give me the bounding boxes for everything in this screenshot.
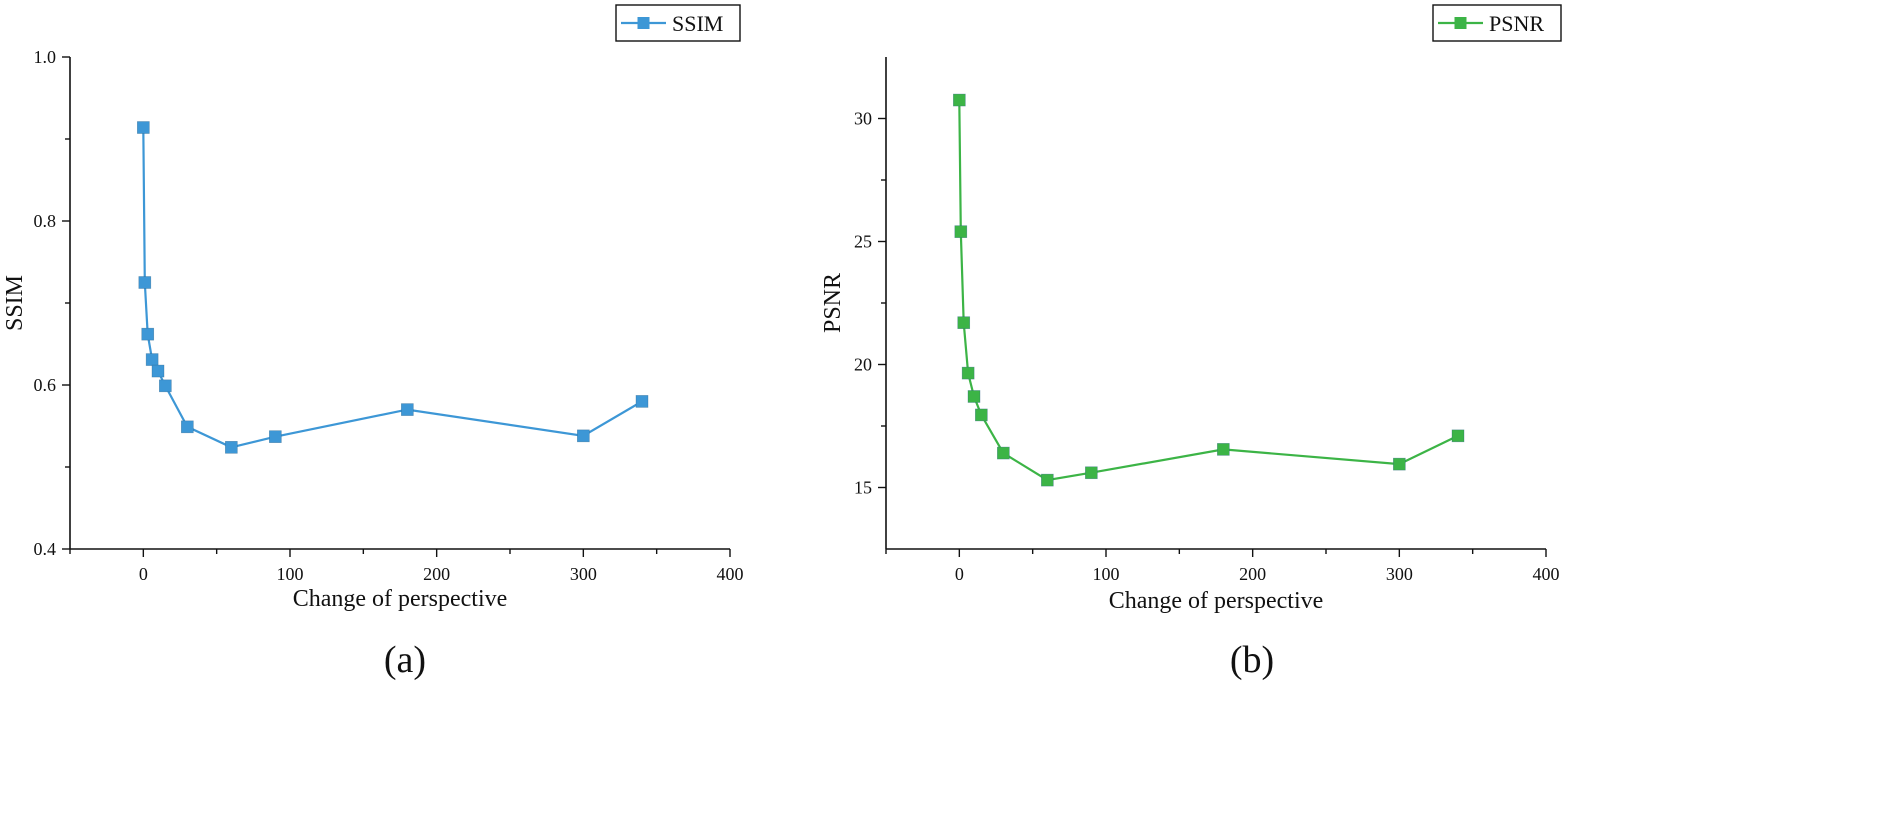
x-axis-title: Change of perspective: [293, 586, 508, 612]
data-point-psnr: [957, 316, 971, 329]
series-line-psnr: [958, 100, 1459, 482]
data-point-ssim: [181, 420, 194, 434]
data-point-psnr: [1217, 443, 1230, 456]
data-point-psnr: [1041, 473, 1054, 487]
data-point-ssim: [159, 379, 172, 393]
x-tick-label: 400: [717, 564, 744, 584]
data-point-ssim: [225, 441, 238, 454]
legend-marker: [637, 17, 650, 29]
data-point-ssim: [635, 395, 649, 408]
x-tick-label: 0: [955, 564, 964, 584]
x-tick-label: 100: [277, 564, 304, 584]
data-point-psnr: [953, 93, 966, 107]
data-point-psnr: [954, 225, 968, 238]
x-tick-label: 200: [1239, 564, 1266, 584]
data-point-psnr: [1451, 429, 1465, 443]
y-tick-label: 30: [854, 109, 872, 129]
data-point-ssim: [269, 430, 282, 443]
data-point-ssim: [138, 276, 152, 289]
data-point-psnr: [975, 408, 988, 422]
panel-label: (b): [1230, 639, 1274, 681]
panel-ssim: 0 100 200 300 400 0.4 0.6 0.8 1.0 Change of persp…: [2, 4, 744, 681]
y-tick-label: 1.0: [34, 47, 57, 67]
y-tick-label: 25: [854, 232, 872, 252]
y-tick-label: 20: [854, 355, 872, 375]
data-point-ssim: [151, 364, 165, 378]
y-axis-title: PSNR: [820, 273, 846, 333]
series-line-ssim: [142, 127, 643, 449]
panel-label: (a): [384, 639, 426, 681]
data-point-psnr: [1085, 466, 1098, 480]
legend-marker: [1454, 17, 1467, 29]
y-tick-label: 15: [854, 478, 872, 498]
data-point-ssim: [577, 429, 590, 443]
data-point-psnr: [997, 446, 1010, 460]
data-point-psnr: [961, 366, 975, 380]
y-tick-label: 0.8: [34, 211, 57, 231]
x-tick-label: 0: [139, 564, 148, 584]
y-axis-title: SSIM: [2, 275, 28, 331]
legend-label: PSNR: [1489, 11, 1544, 36]
data-point-ssim: [145, 353, 159, 366]
y-tick-label: 0.4: [34, 539, 57, 559]
x-tick-label: 400: [1533, 564, 1560, 584]
x-tick-label: 200: [423, 564, 450, 584]
legend-label: SSIM: [672, 11, 723, 36]
x-tick-label: 300: [570, 564, 597, 584]
data-point-psnr: [1393, 457, 1406, 471]
x-tick-label: 300: [1386, 564, 1413, 584]
data-point-ssim: [137, 121, 150, 134]
x-axis-title: Change of perspective: [1109, 588, 1324, 614]
x-tick-label: 100: [1093, 564, 1120, 584]
panel-psnr: 0 100 200 300 400 15 20 25 30 Change of perspecti…: [820, 4, 1562, 681]
y-tick-label: 0.6: [34, 375, 57, 395]
data-point-psnr: [967, 390, 981, 403]
data-point-ssim: [401, 403, 414, 416]
data-point-ssim: [141, 327, 155, 341]
